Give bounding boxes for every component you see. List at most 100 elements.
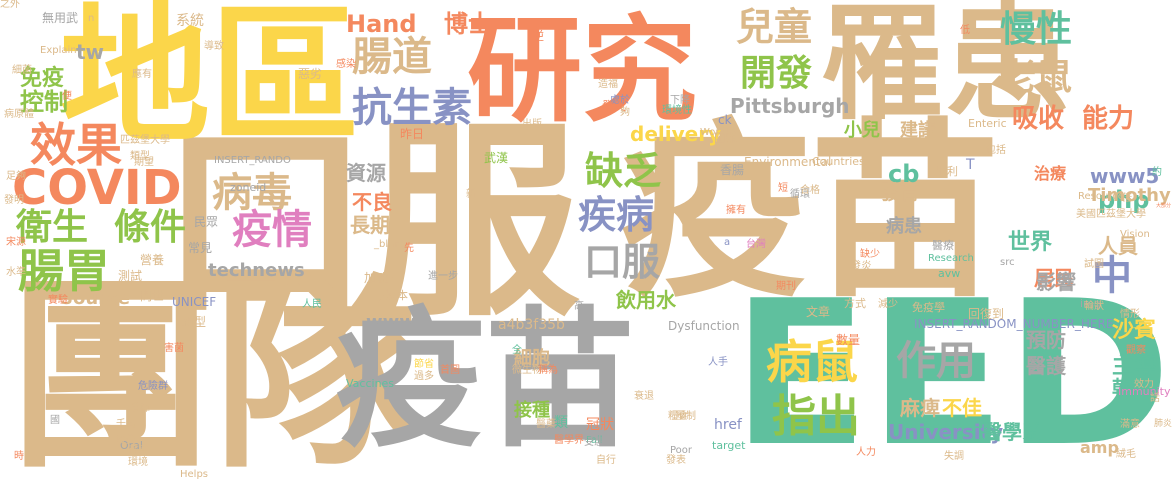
- cloud-word: 夠: [620, 107, 630, 118]
- cloud-word: 期望: [134, 157, 154, 168]
- cloud-word: 稱為: [538, 365, 558, 376]
- cloud-word: T: [966, 157, 975, 173]
- cloud-word: 冠狀: [586, 417, 614, 433]
- cloud-word: 造福: [598, 79, 618, 90]
- cloud-word: INSERT_RANDO: [214, 155, 291, 166]
- cloud-word: 美國匹茲堡大學: [1076, 209, 1146, 220]
- cloud-word: 不佳: [942, 396, 982, 420]
- cloud-word: 輪狀: [1084, 301, 1104, 312]
- cloud-word: University: [888, 420, 1004, 444]
- cloud-word: 接受: [116, 435, 136, 446]
- cloud-word: World: [700, 127, 729, 138]
- cloud-word: 人手: [708, 357, 728, 368]
- cloud-word: 話: [1150, 393, 1160, 404]
- cloud-word: 之外: [0, 0, 20, 10]
- cloud-word: 細菌: [12, 65, 32, 76]
- cloud-word: 減少: [878, 299, 898, 310]
- cloud-word: 足夠: [6, 171, 26, 182]
- cloud-word: 匹茲堡大學: [120, 135, 170, 146]
- cloud-word: 團隊: [8, 258, 418, 482]
- cloud-word: delivery: [630, 122, 722, 146]
- cloud-word: 時: [14, 451, 24, 462]
- cloud-word: 數量: [836, 333, 861, 347]
- cloud-word: 營養: [140, 253, 165, 267]
- cloud-word: Explain: [40, 45, 77, 56]
- cloud-word: 大部分: [1156, 203, 1172, 209]
- cloud-word: 試圖: [1084, 259, 1104, 270]
- cloud-word: 疫苗: [620, 102, 1001, 323]
- cloud-word: 逆: [532, 29, 545, 43]
- cloud-word: 方式: [844, 297, 866, 310]
- cloud-word: 惡劣: [298, 67, 323, 81]
- cloud-word: 病鼠: [766, 335, 858, 389]
- cloud-word: 發揮: [130, 403, 150, 414]
- cloud-word: Research: [928, 253, 974, 264]
- cloud-word: Pittsburgh: [730, 94, 850, 118]
- cloud-word: avw: [938, 267, 961, 280]
- cloud-word: 首圖: [440, 365, 460, 376]
- cloud-word: 加速: [364, 271, 389, 285]
- cloud-word: 免疫學: [912, 301, 945, 314]
- cloud-word: 微生物: [512, 365, 542, 376]
- cloud-word: 循環: [790, 189, 810, 200]
- cloud-word: 腸胃: [18, 244, 110, 298]
- cloud-word: 新: [466, 189, 476, 200]
- cloud-word: COVID: [12, 160, 182, 216]
- cloud-word: 條件: [114, 207, 187, 248]
- cloud-word: php: [1098, 186, 1150, 214]
- cloud-word: 原本: [386, 289, 408, 302]
- cloud-word: 飲用水: [616, 288, 676, 312]
- cloud-word: 環境: [128, 457, 148, 468]
- cloud-word: href: [714, 417, 742, 433]
- cloud-word: a: [724, 237, 731, 248]
- cloud-word: 主導: [1112, 354, 1157, 379]
- cloud-word: 地區: [60, 0, 361, 164]
- cloud-word: tw: [76, 40, 105, 64]
- cloud-word: 發育: [880, 180, 920, 204]
- cloud-word: a4b3f35b: [498, 317, 565, 333]
- cloud-word: 醫療: [932, 239, 954, 252]
- cloud-word: 千萬: [116, 419, 136, 430]
- cloud-word: 沙賓: [1112, 318, 1157, 343]
- cloud-word: 處於: [610, 95, 630, 106]
- cloud-word: 害菌: [164, 343, 184, 354]
- cloud-word: 人民: [302, 299, 322, 310]
- cloud-word: 影響: [1036, 270, 1076, 294]
- cloud-word: 發表: [666, 455, 686, 466]
- cloud-word: 自行: [596, 455, 616, 466]
- cloud-word: 下降: [670, 95, 690, 106]
- cloud-word: 缺少: [860, 249, 880, 260]
- cloud-word: Poor: [670, 445, 693, 456]
- cloud-word: img: [1080, 297, 1101, 310]
- cloud-word: 發炎: [850, 259, 872, 272]
- cloud-word: 香腸: [720, 163, 745, 177]
- cloud-word: Environmental: [744, 155, 832, 169]
- cloud-word: 慢性: [1000, 9, 1073, 50]
- cloud-word: 進一步: [428, 271, 458, 282]
- cloud-word: 病患: [886, 216, 922, 237]
- cloud-word: 建議: [900, 120, 936, 141]
- cloud-word: 口服: [584, 240, 661, 284]
- cloud-word: 武漢: [484, 151, 509, 165]
- cloud-word: 能力: [1082, 104, 1135, 134]
- cloud-word: 開發: [740, 53, 813, 94]
- cloud-word: 免疫: [20, 66, 65, 91]
- cloud-word: src: [1000, 257, 1015, 268]
- cloud-word: UNICEF: [172, 295, 217, 309]
- cloud-word: 接種: [514, 400, 550, 421]
- cloud-word: Hand: [346, 10, 417, 38]
- cloud-word: 宋源: [6, 237, 26, 248]
- cloud-word: 有害: [128, 445, 148, 456]
- cloud-word: 效力: [1134, 379, 1154, 390]
- cloud-word: 過多: [414, 371, 434, 382]
- cloud-word: 乾淨: [1112, 376, 1152, 400]
- cloud-word: Timothy: [1088, 185, 1171, 206]
- cloud-word: 缺乏: [585, 149, 662, 193]
- cloud-word: 觀察: [1126, 345, 1146, 356]
- cloud-word: 人員: [1098, 234, 1138, 258]
- cloud-word: 高: [574, 301, 584, 312]
- cloud-word: 失調: [944, 451, 964, 462]
- cloud-word: _blank: [374, 239, 407, 250]
- cloud-word: 效果: [30, 118, 122, 172]
